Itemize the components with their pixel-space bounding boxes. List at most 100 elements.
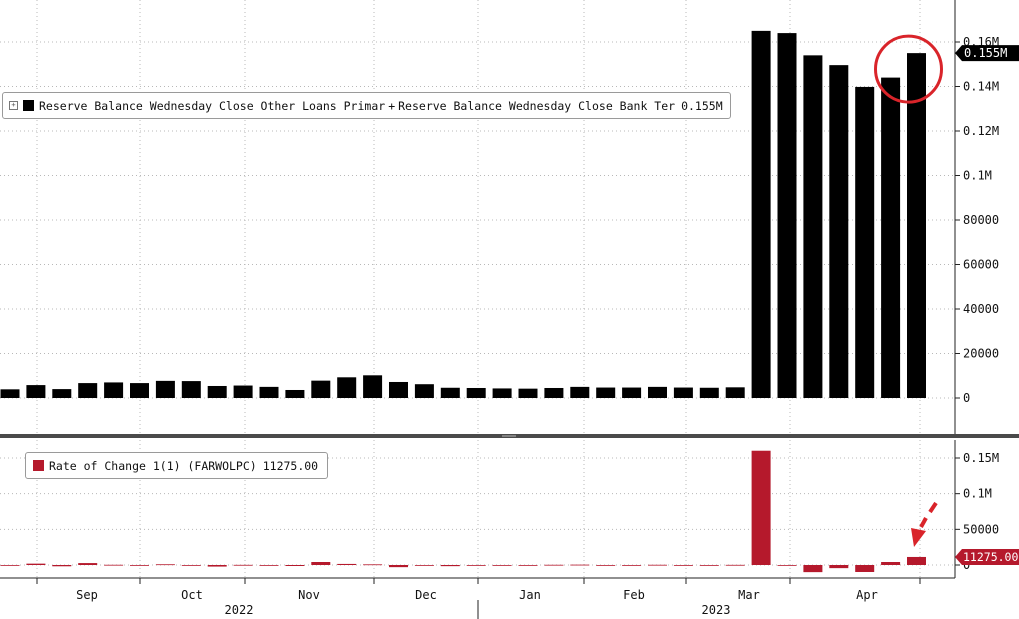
- bottom-bar: [648, 564, 667, 566]
- last-value-label: 11275.00: [963, 550, 1018, 564]
- top-series-b-label: Reserve Balance Wednesday Close Bank Ter: [398, 98, 676, 113]
- x-month-label: Oct: [181, 588, 203, 602]
- bottom-bar: [26, 563, 46, 565]
- bottom-bar: [803, 565, 823, 573]
- bottom-bar: [570, 564, 590, 566]
- top-bar: [0, 389, 20, 398]
- x-month-label: Sep: [76, 588, 98, 602]
- bottom-bar: [78, 563, 98, 565]
- top-bar: [570, 386, 590, 398]
- top-bar: [285, 389, 305, 398]
- top-series-value: 0.155M: [681, 98, 723, 113]
- bottom-bar: [285, 565, 305, 566]
- top-bar: [673, 387, 693, 398]
- bottom-bar: [829, 565, 849, 569]
- bottom-legend[interactable]: Rate of Change 1(1) (FARWOLPC) 11275.00: [25, 452, 329, 479]
- top-bar: [26, 385, 46, 398]
- bottom-bar: [155, 564, 175, 566]
- top-bar: [259, 386, 279, 398]
- bottom-bar: [414, 565, 434, 566]
- top-bar: [207, 385, 227, 398]
- top-bar: [777, 33, 797, 398]
- bottom-bar: [907, 556, 926, 565]
- last-value-tag: [955, 548, 1019, 565]
- bottom-bar: [259, 565, 279, 566]
- top-bar: [725, 387, 745, 398]
- bottom-bar: [466, 565, 486, 566]
- top-bar: [155, 380, 175, 398]
- bottom-bar: [104, 564, 124, 566]
- top-bar: [363, 375, 383, 398]
- y-tick-label: 50000: [963, 522, 999, 536]
- bottom-bar: [52, 565, 72, 567]
- last-value-tag: [955, 45, 1019, 62]
- bottom-bar: [673, 565, 693, 566]
- bottom-bar: [596, 565, 616, 566]
- y-tick-label: 0.12M: [963, 124, 999, 138]
- bottom-bar: [544, 564, 564, 566]
- top-bar: [544, 387, 564, 398]
- x-month-label: Dec: [415, 588, 437, 602]
- top-bar: [492, 388, 512, 398]
- bottom-bar: [855, 565, 875, 572]
- bottom-bar: [207, 565, 227, 567]
- y-tick-label: 0: [963, 391, 970, 405]
- top-bar: [311, 380, 331, 398]
- bottom-bar: [622, 565, 642, 566]
- top-bar: [648, 386, 667, 398]
- bottom-bar: [777, 565, 797, 566]
- highlight-circle: [874, 34, 943, 104]
- top-legend[interactable]: + Reserve Balance Wednesday Close Other …: [2, 92, 731, 119]
- top-bar: [181, 381, 201, 398]
- bottom-bar: [337, 563, 357, 565]
- bottom-bar: [0, 565, 20, 566]
- top-bar: [389, 381, 408, 398]
- bottom-bar: [881, 562, 901, 565]
- expand-icon[interactable]: +: [9, 101, 18, 110]
- y-tick-label: 0.14M: [963, 80, 999, 94]
- top-bar: [907, 53, 926, 398]
- bottom-bar: [181, 565, 201, 566]
- x-month-label: Apr: [856, 588, 878, 602]
- top-bar: [466, 387, 486, 398]
- bottom-series-swatch: [33, 460, 44, 471]
- top-bar: [829, 65, 849, 398]
- bottom-bar: [699, 565, 719, 566]
- top-bar: [337, 377, 357, 398]
- x-month-label: Jan: [519, 588, 541, 602]
- y-tick-label: 40000: [963, 302, 999, 316]
- bottom-bar: [751, 450, 771, 565]
- arrow-head: [911, 528, 926, 547]
- bottom-bar: [363, 564, 383, 566]
- x-year-label: 2023: [702, 603, 731, 617]
- arrow-shaft: [919, 517, 928, 528]
- top-bar: [699, 387, 719, 398]
- top-bar: [881, 77, 901, 398]
- bottom-bar: [518, 565, 538, 566]
- y-tick-label: 0: [963, 558, 970, 572]
- top-bar: [855, 86, 875, 398]
- bottom-bar: [233, 564, 253, 566]
- y-tick-label: 20000: [963, 347, 999, 361]
- top-bar: [596, 387, 616, 398]
- y-tick-label: 60000: [963, 258, 999, 272]
- last-value-label: 0.155M: [964, 46, 1007, 60]
- top-series-swatch: [23, 100, 34, 111]
- top-bar: [52, 389, 72, 398]
- bottom-bar: [440, 565, 460, 567]
- bottom-bar: [311, 562, 331, 565]
- bottom-series-label: Rate of Change 1(1) (FARWOLPC): [49, 458, 257, 473]
- top-bar: [414, 384, 434, 398]
- y-tick-label: 0.1M: [963, 169, 992, 183]
- x-year-label: 2022: [225, 603, 254, 617]
- top-bar: [104, 382, 124, 398]
- x-month-label: Feb: [623, 588, 645, 602]
- legend-operator: +: [388, 98, 396, 113]
- bottom-bar: [130, 565, 149, 566]
- top-bar: [440, 387, 460, 398]
- top-bar: [233, 385, 253, 398]
- top-bar: [622, 387, 642, 398]
- bottom-series-value: 11275.00: [262, 458, 319, 473]
- top-bar: [518, 388, 538, 398]
